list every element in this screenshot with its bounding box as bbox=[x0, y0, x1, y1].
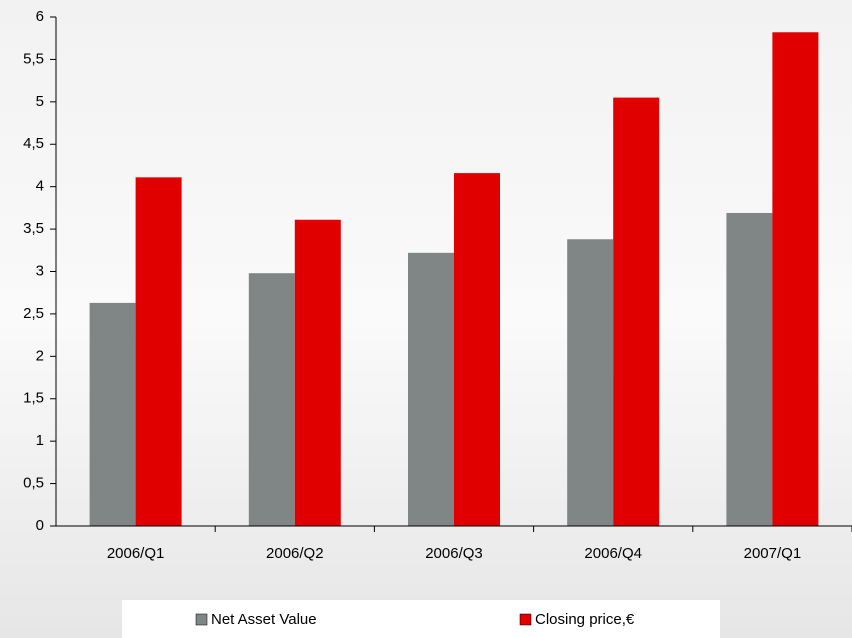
bar bbox=[772, 32, 819, 527]
legend-label: Closing price,€ bbox=[535, 611, 635, 628]
bar bbox=[294, 219, 341, 527]
bar bbox=[89, 302, 136, 526]
y-tick-label: 1 bbox=[36, 432, 44, 449]
y-tick-label: 5 bbox=[36, 93, 44, 110]
y-tick-label: 4 bbox=[36, 178, 44, 195]
bar bbox=[567, 239, 614, 526]
bar bbox=[408, 252, 454, 526]
y-tick-label: 2,5 bbox=[23, 305, 44, 322]
x-tick-label: 2006/Q3 bbox=[425, 545, 483, 562]
y-tick-label: 6 bbox=[36, 8, 44, 25]
x-tick-label: 2007/Q1 bbox=[744, 545, 802, 562]
legend-label: Net Asset Value bbox=[211, 611, 317, 628]
y-tick-label: 2 bbox=[36, 347, 44, 364]
y-tick-label: 0 bbox=[36, 517, 44, 534]
legend-swatch bbox=[195, 613, 208, 626]
bar bbox=[248, 273, 295, 526]
x-tick-label: 2006/Q2 bbox=[266, 545, 324, 562]
y-tick-label: 0,5 bbox=[23, 475, 44, 492]
bar bbox=[135, 177, 182, 526]
legend-swatch bbox=[519, 613, 532, 626]
bar bbox=[726, 212, 773, 526]
y-tick-label: 4,5 bbox=[23, 135, 44, 152]
y-tick-label: 5,5 bbox=[23, 50, 44, 67]
bar bbox=[613, 97, 660, 526]
y-tick-label: 3,5 bbox=[23, 220, 44, 237]
legend-box bbox=[122, 600, 720, 638]
x-tick-label: 2006/Q4 bbox=[584, 545, 642, 562]
y-tick-label: 1,5 bbox=[23, 390, 44, 407]
bar bbox=[454, 173, 500, 527]
y-tick-label: 3 bbox=[36, 262, 44, 279]
x-tick-label: 2006/Q1 bbox=[107, 545, 165, 562]
